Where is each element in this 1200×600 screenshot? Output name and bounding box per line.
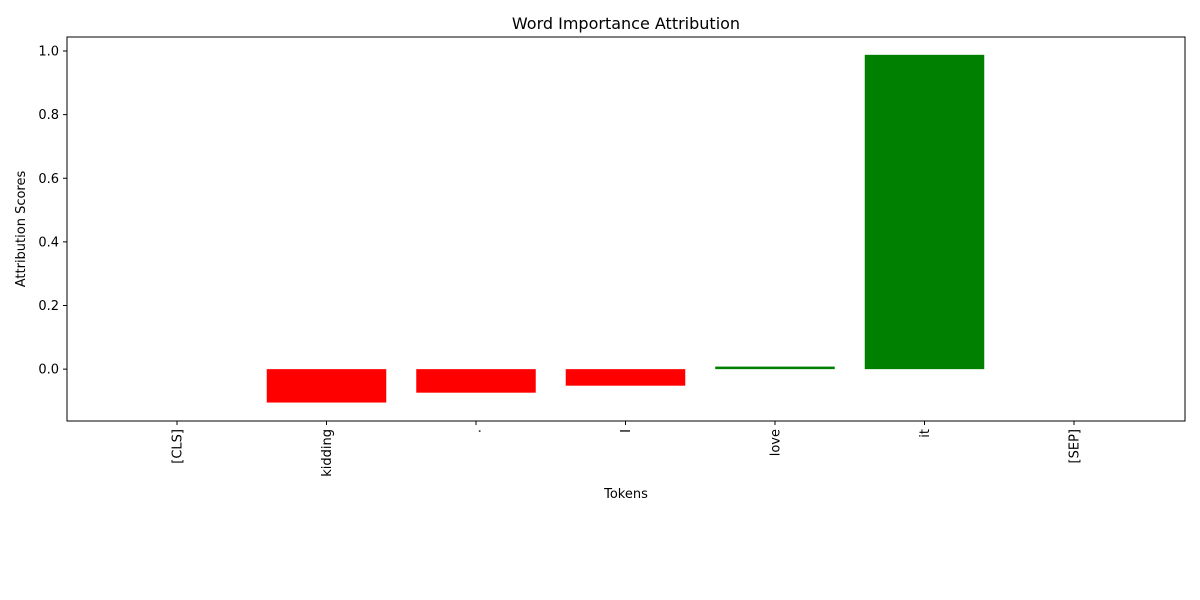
x-tick-label: love	[769, 429, 784, 456]
bar-2	[416, 369, 536, 393]
y-axis-ticks: 0.0 0.2 0.4 0.6 0.8 1.0	[38, 44, 67, 378]
chart-title: Word Importance Attribution	[512, 14, 740, 33]
x-axis-label: Tokens	[603, 487, 648, 502]
plot-area-frame	[66, 36, 1186, 422]
y-tick-label: 0.8	[38, 108, 59, 123]
x-tick-label: I	[619, 429, 634, 433]
bar-1	[266, 369, 387, 403]
bars-group	[266, 54, 985, 403]
y-tick-label: 1.0	[38, 44, 59, 59]
bar-4	[715, 366, 835, 370]
y-tick-label: 0.4	[38, 235, 59, 250]
bar-5	[864, 54, 985, 370]
bar-3	[565, 369, 686, 386]
x-tick-label: it	[918, 429, 933, 438]
x-tick-label: [SEP]	[1068, 429, 1083, 463]
x-tick-label: kidding	[320, 429, 335, 477]
y-tick-label: 0.0	[38, 363, 59, 378]
y-tick-label: 0.2	[38, 299, 59, 314]
y-tick-label: 0.6	[38, 172, 59, 187]
x-tick-label: [CLS]	[171, 429, 186, 464]
y-axis-label: Attribution Scores	[14, 171, 29, 288]
x-tick-label: .	[470, 429, 485, 433]
